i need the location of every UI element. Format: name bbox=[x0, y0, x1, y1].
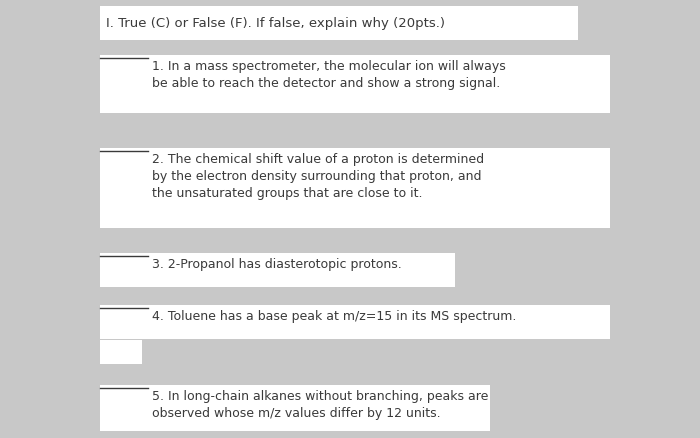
Text: 2. The chemical shift value of a proton is determined
by the electron density su: 2. The chemical shift value of a proton … bbox=[152, 153, 484, 200]
Text: 3. 2-Propanol has diasterotopic protons.: 3. 2-Propanol has diasterotopic protons. bbox=[152, 258, 402, 271]
FancyBboxPatch shape bbox=[100, 6, 578, 40]
FancyBboxPatch shape bbox=[100, 305, 610, 339]
FancyBboxPatch shape bbox=[100, 340, 142, 364]
Text: 5. In long-chain alkanes without branching, peaks are
observed whose m/z values : 5. In long-chain alkanes without branchi… bbox=[152, 390, 489, 420]
Text: 4. Toluene has a base peak at m/z=15 in its MS spectrum.: 4. Toluene has a base peak at m/z=15 in … bbox=[152, 310, 517, 323]
FancyBboxPatch shape bbox=[100, 385, 490, 431]
Text: I. True (C) or False (F). If false, explain why (20pts.): I. True (C) or False (F). If false, expl… bbox=[106, 17, 445, 29]
FancyBboxPatch shape bbox=[100, 253, 455, 287]
FancyBboxPatch shape bbox=[100, 55, 610, 113]
FancyBboxPatch shape bbox=[100, 148, 610, 228]
Text: 1. In a mass spectrometer, the molecular ion will always
be able to reach the de: 1. In a mass spectrometer, the molecular… bbox=[152, 60, 505, 90]
